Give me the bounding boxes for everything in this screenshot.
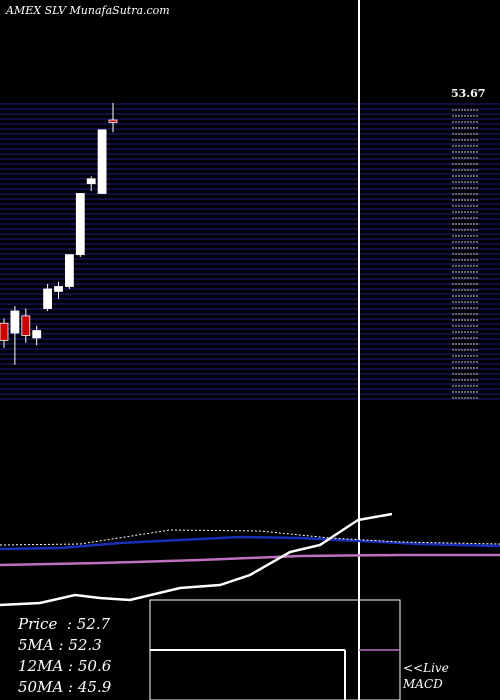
- candle-body: [21, 315, 31, 336]
- candle-body: [43, 288, 52, 309]
- ma5-row: 5MA : 52.3: [18, 636, 102, 654]
- live-label[interactable]: <<Live: [403, 661, 449, 675]
- ma50-value: 45.9: [77, 678, 112, 696]
- ma12-label: 12MA: [18, 657, 64, 675]
- ma-pink-line: [0, 553, 500, 567]
- live-macd-link[interactable]: <<Live MACD: [403, 660, 449, 692]
- price-line: [0, 512, 393, 607]
- ma12-row: 12MA : 50.6: [18, 657, 112, 675]
- last-price-label: 53.67: [451, 87, 486, 100]
- candle-body: [54, 286, 63, 292]
- ma50-row: 50MA : 45.9: [18, 678, 112, 696]
- price-row: Price : 52.7: [18, 615, 111, 633]
- chart-title: AMEX SLV MunafaSutra.com: [6, 4, 170, 17]
- price-label: Price: [18, 615, 58, 633]
- candle-body: [32, 330, 42, 339]
- candle-body: [0, 322, 9, 341]
- ma-blue-line: [0, 535, 500, 551]
- ma-dotted-line: [0, 529, 500, 546]
- price-value: 52.7: [76, 615, 111, 633]
- candle-body: [97, 129, 107, 194]
- candle-body: [65, 254, 74, 287]
- price-info-panel: Price : 52.7 5MA : 52.3 12MA : 50.6 50MA…: [18, 614, 111, 698]
- candle-body: [108, 119, 118, 123]
- ma5-value: 52.3: [68, 636, 102, 654]
- macd-label[interactable]: MACD: [403, 677, 443, 691]
- candle-body: [75, 193, 85, 256]
- candle-body: [86, 178, 96, 185]
- ma12-value: 50.6: [77, 657, 112, 675]
- ma50-label: 50MA: [18, 678, 64, 696]
- candle-body: [10, 310, 20, 334]
- ma5-label: 5MA: [18, 636, 54, 654]
